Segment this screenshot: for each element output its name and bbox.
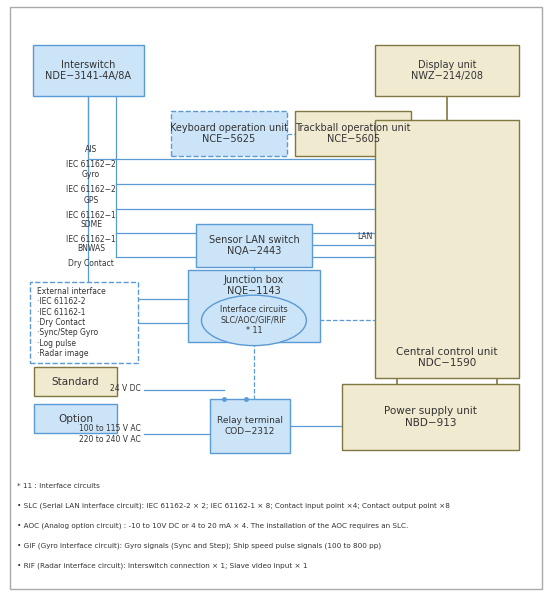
FancyBboxPatch shape bbox=[375, 45, 519, 96]
Ellipse shape bbox=[201, 295, 306, 346]
Text: • GIF (Gyro interface circuit): Gyro signals (Sync and Step); Ship speed pulse s: • GIF (Gyro interface circuit): Gyro sig… bbox=[17, 542, 381, 549]
Text: • AOC (Analog option circuit) : -10 to 10V DC or 4 to 20 mA × 4. The installatio: • AOC (Analog option circuit) : -10 to 1… bbox=[17, 523, 408, 529]
Text: Sensor LAN switch
NQA−2443: Sensor LAN switch NQA−2443 bbox=[209, 235, 299, 256]
Text: Interface circuits
SLC/AOC/GIF/RIF
* 11: Interface circuits SLC/AOC/GIF/RIF * 11 bbox=[220, 305, 288, 335]
Text: 100 to 115 V AC
220 to 240 V AC: 100 to 115 V AC 220 to 240 V AC bbox=[79, 424, 141, 444]
Text: IEC 61162−2: IEC 61162−2 bbox=[66, 185, 116, 194]
FancyBboxPatch shape bbox=[375, 120, 519, 378]
FancyBboxPatch shape bbox=[34, 367, 117, 396]
Text: External interface
·IEC 61162-2
·IEC 61162-1
·Dry Contact
·Sync/Step Gyro
·Log p: External interface ·IEC 61162-2 ·IEC 611… bbox=[37, 287, 106, 358]
FancyBboxPatch shape bbox=[10, 7, 542, 589]
Text: Option: Option bbox=[58, 414, 93, 424]
FancyBboxPatch shape bbox=[33, 45, 144, 96]
Text: Display unit
NWZ−214/208: Display unit NWZ−214/208 bbox=[411, 60, 483, 81]
Text: Power supply unit
NBD−913: Power supply unit NBD−913 bbox=[384, 406, 477, 428]
Text: Keyboard operation unit
NCE−5625: Keyboard operation unit NCE−5625 bbox=[170, 122, 288, 144]
FancyBboxPatch shape bbox=[171, 111, 287, 156]
Text: Dry Contact: Dry Contact bbox=[68, 259, 114, 268]
Text: BNWAS: BNWAS bbox=[77, 244, 105, 253]
Text: Central control unit
NDC−1590: Central control unit NDC−1590 bbox=[396, 347, 498, 368]
Text: Trackball operation unit
NCE−5605: Trackball operation unit NCE−5605 bbox=[295, 122, 411, 144]
Text: Gyro: Gyro bbox=[82, 170, 100, 179]
Text: IEC 61162−1: IEC 61162−1 bbox=[66, 211, 116, 220]
FancyBboxPatch shape bbox=[342, 384, 519, 450]
Text: SDME: SDME bbox=[80, 220, 102, 229]
FancyBboxPatch shape bbox=[295, 111, 411, 156]
FancyBboxPatch shape bbox=[34, 404, 117, 433]
Text: • RIF (Radar interface circuit): Interswitch connection × 1; Slave video input ×: • RIF (Radar interface circuit): Intersw… bbox=[17, 562, 307, 569]
Text: 24 V DC: 24 V DC bbox=[110, 384, 141, 393]
Text: • SLC (Serial LAN interface circuit): IEC 61162-2 × 2; IEC 61162-1 × 8; Contact : • SLC (Serial LAN interface circuit): IE… bbox=[17, 503, 449, 509]
Text: * 11 : Interface circuits: * 11 : Interface circuits bbox=[17, 483, 99, 489]
Text: Standard: Standard bbox=[52, 377, 99, 386]
FancyBboxPatch shape bbox=[30, 282, 138, 363]
Text: Junction box
NQE−1143: Junction box NQE−1143 bbox=[224, 275, 284, 296]
FancyBboxPatch shape bbox=[188, 270, 320, 342]
Text: IEC 61162−2: IEC 61162−2 bbox=[66, 160, 116, 169]
Text: IEC 61162−1: IEC 61162−1 bbox=[66, 235, 116, 244]
Text: AIS: AIS bbox=[85, 145, 97, 154]
Text: Interswitch
NDE−3141-4A/8A: Interswitch NDE−3141-4A/8A bbox=[45, 60, 131, 81]
Text: Relay terminal
COD−2312: Relay terminal COD−2312 bbox=[217, 416, 283, 436]
FancyBboxPatch shape bbox=[196, 224, 312, 267]
Text: LAN: LAN bbox=[357, 232, 373, 241]
Text: GPS: GPS bbox=[83, 196, 99, 205]
FancyBboxPatch shape bbox=[210, 399, 290, 453]
